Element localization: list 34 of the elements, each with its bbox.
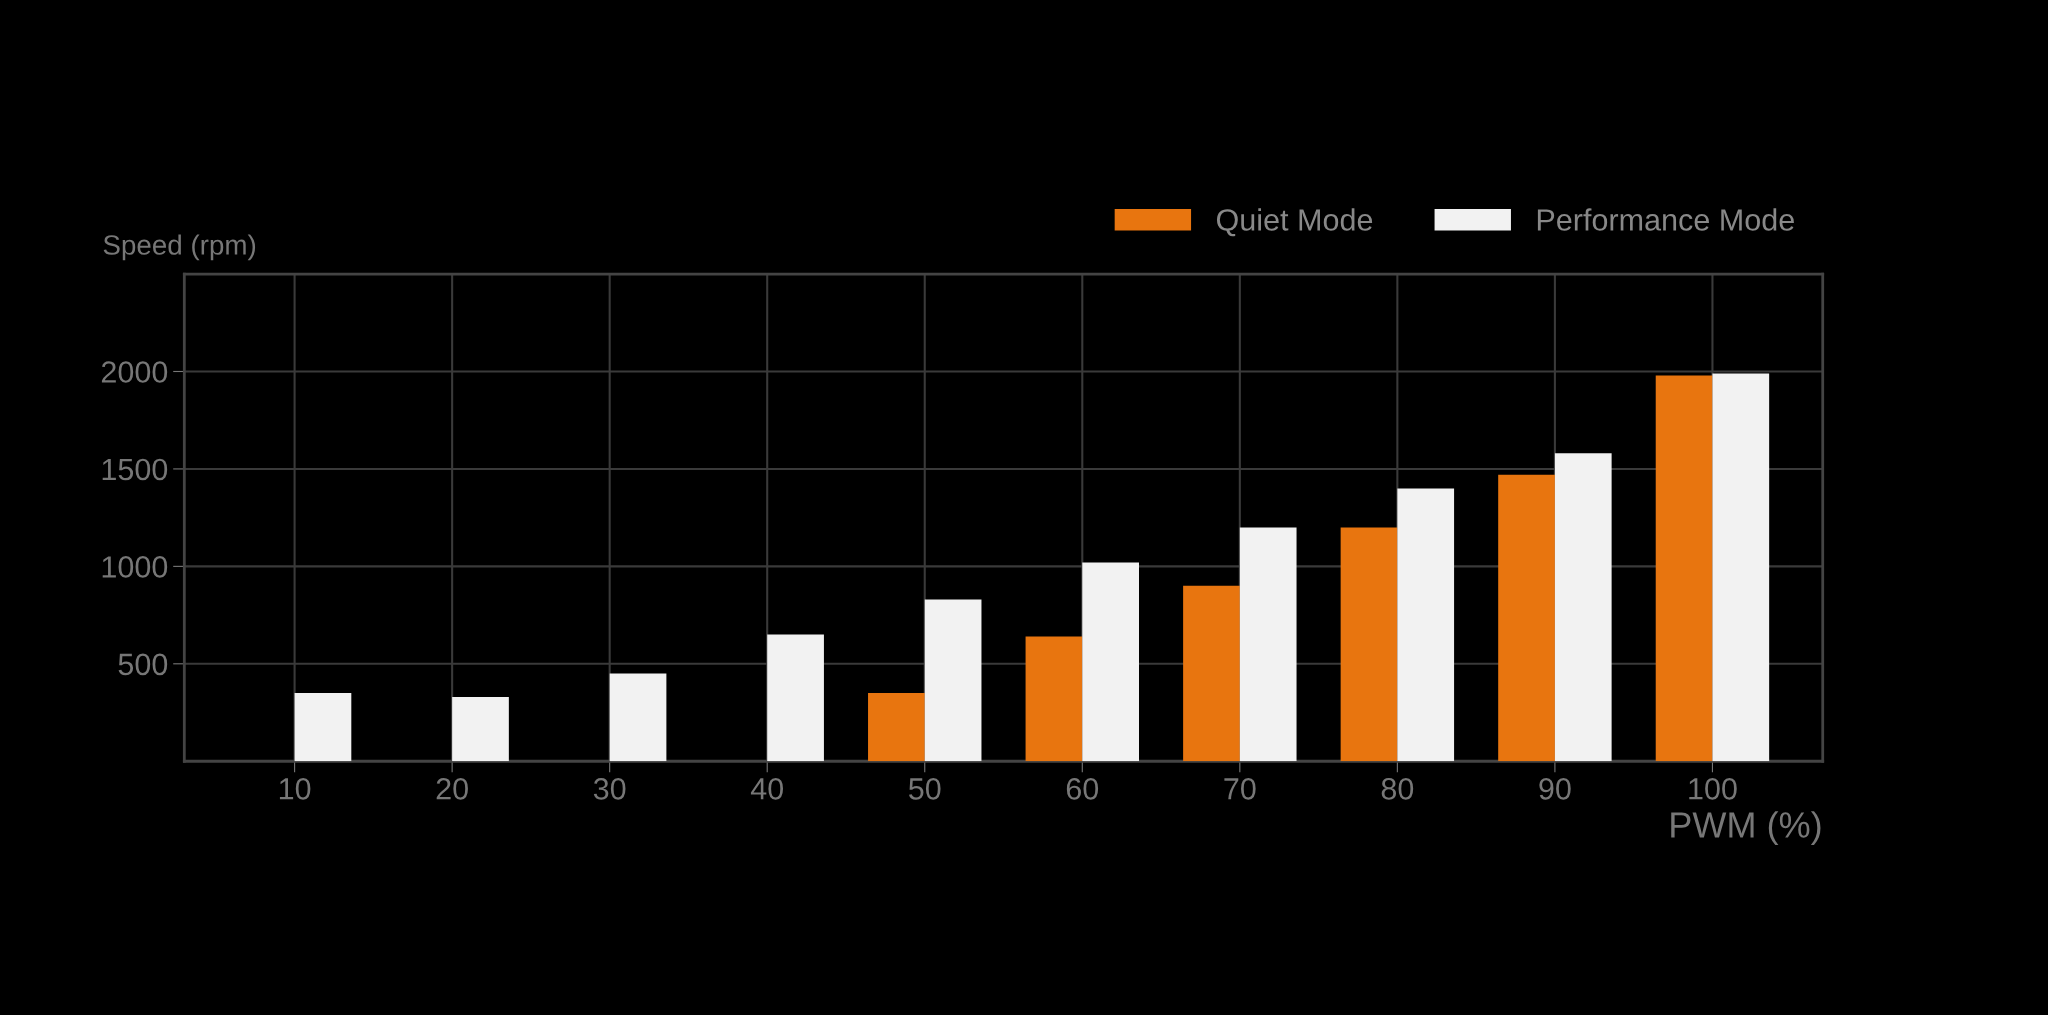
legend-label: Quiet Mode (1216, 208, 1373, 237)
bar (452, 696, 509, 762)
x-tick-label: 10 (279, 778, 311, 800)
y-axis-title: Speed (rpm) (103, 234, 256, 261)
x-tick-label: 50 (908, 778, 941, 800)
y-tick-label: 1500 (102, 458, 168, 481)
x-tick-label: 40 (750, 778, 784, 800)
bar (1712, 373, 1770, 762)
bar (1082, 562, 1139, 762)
y-tick-label: 1000 (102, 556, 168, 578)
y-tick-label: 500 (118, 653, 168, 676)
bar (1183, 585, 1240, 762)
bar (294, 693, 352, 762)
bar (1239, 527, 1297, 762)
x-tick-label: 20 (436, 778, 468, 800)
bar (1554, 453, 1612, 762)
bar (609, 673, 667, 762)
x-tick-label: 80 (1381, 778, 1414, 800)
bar (924, 599, 982, 762)
bar (1025, 636, 1083, 762)
x-tick-label: 90 (1539, 778, 1571, 800)
x-tick-label: 30 (593, 778, 626, 800)
bar (1340, 527, 1398, 762)
x-axis-title: PWM (%) (1671, 811, 1821, 845)
x-tick-label: 70 (1224, 778, 1256, 800)
bar (1498, 474, 1555, 762)
legend-label: Performance Mode (1537, 208, 1794, 231)
bar (1655, 375, 1713, 762)
bar (1397, 488, 1455, 762)
bar (767, 634, 824, 762)
x-tick-label: 60 (1066, 778, 1099, 800)
y-tick-label: 2000 (101, 361, 168, 383)
bar (868, 693, 925, 762)
x-tick-label: 100 (1689, 778, 1737, 800)
